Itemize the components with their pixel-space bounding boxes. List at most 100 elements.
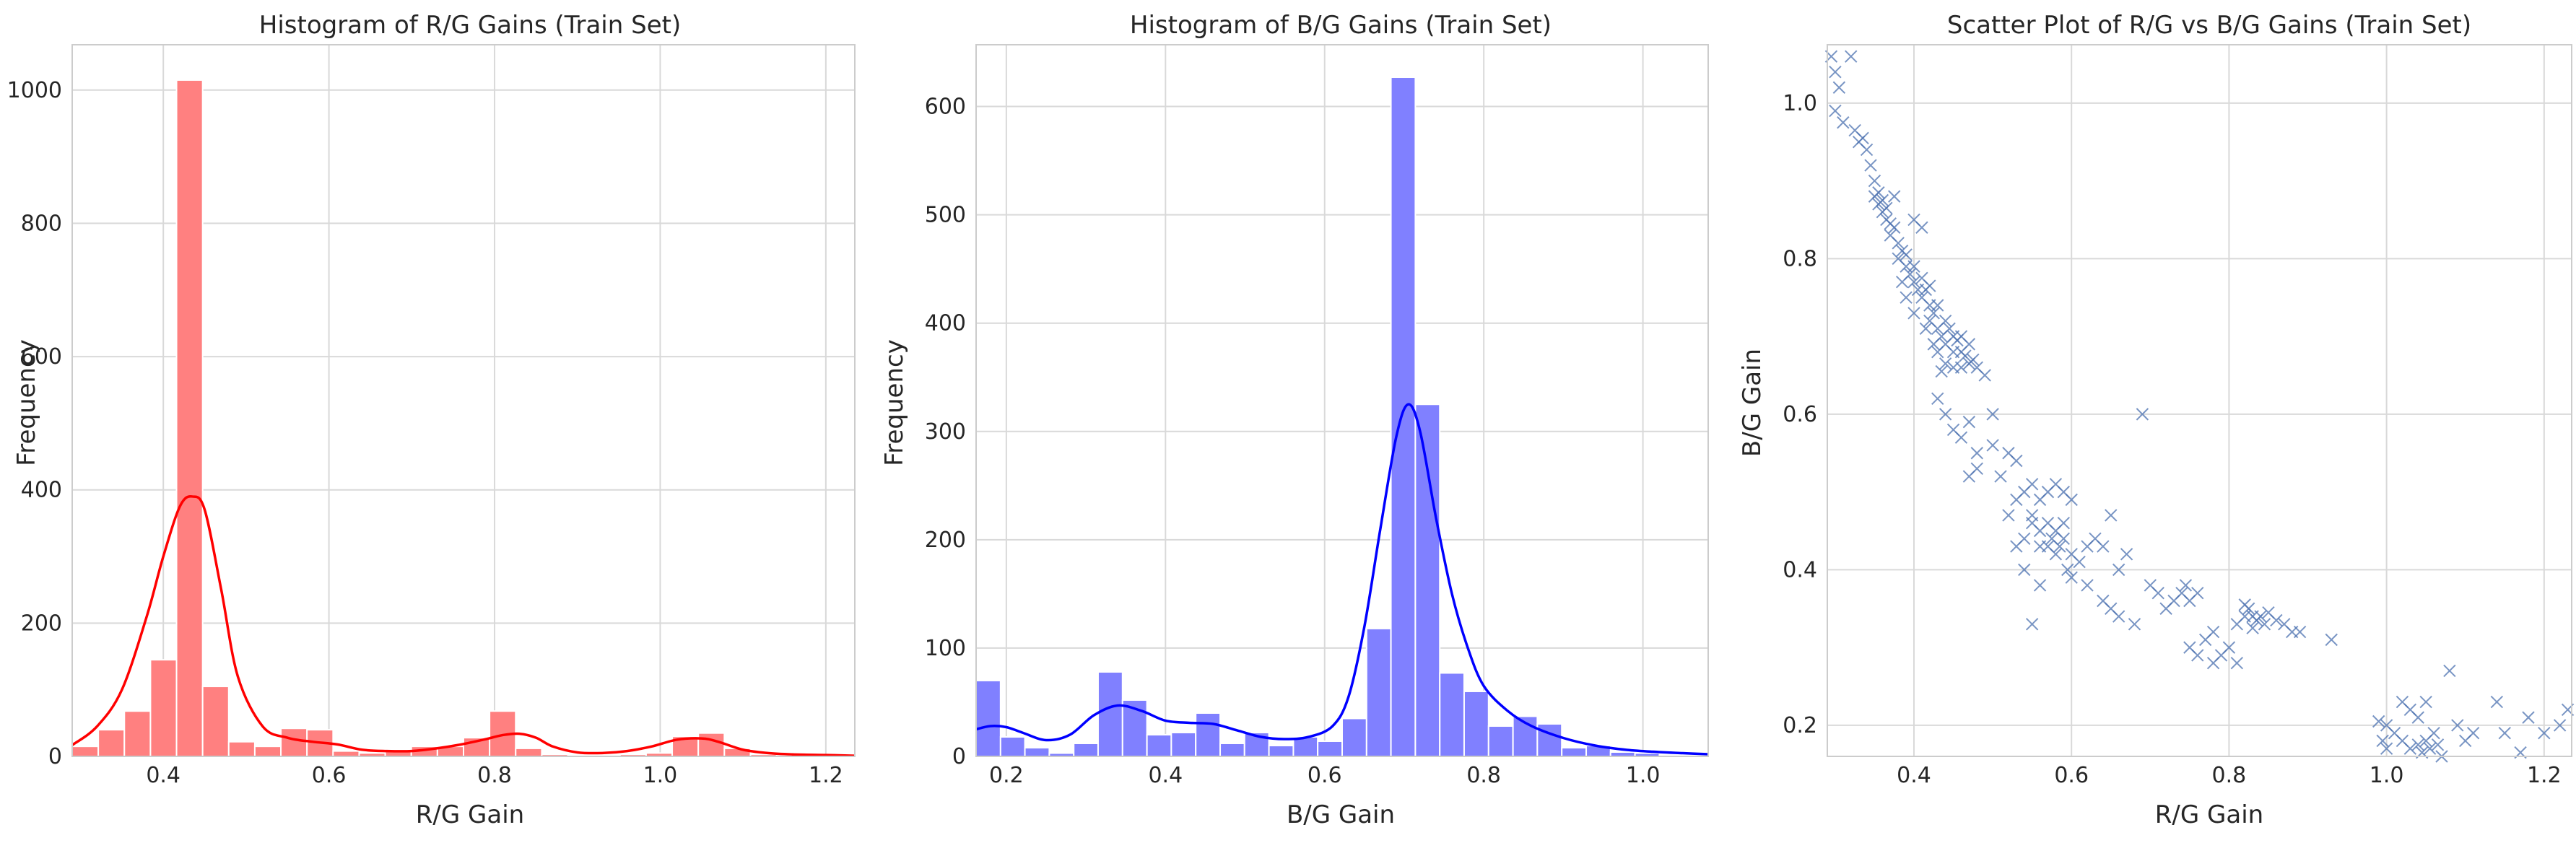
scatter-point	[1994, 470, 2007, 483]
histogram-bar	[515, 747, 543, 758]
scatter-point	[1864, 159, 1877, 172]
panel-bg-histogram: Histogram of B/G Gains (Train Set) 0.2 0.…	[880, 11, 1710, 829]
scatter-point	[2538, 726, 2551, 740]
scatter-point	[2033, 579, 2047, 592]
scatter-point	[2081, 579, 2094, 592]
scatter-point	[2427, 726, 2440, 740]
scatter-point	[1927, 307, 1940, 320]
y-axis-label: Frequency	[12, 339, 41, 466]
x-tick-label: 1.0	[2370, 763, 2404, 788]
scatter-point	[2128, 618, 2141, 631]
histogram-bar	[149, 659, 178, 757]
scatter-point	[1986, 439, 1999, 452]
x-tick-label: 0.4	[146, 763, 180, 788]
scatter-point	[2105, 509, 2118, 522]
x-tick-label: 1.0	[643, 763, 678, 788]
histogram-bar	[1536, 722, 1563, 758]
axes-frame	[71, 44, 856, 757]
bars	[975, 77, 1710, 758]
scatter-point	[2376, 734, 2389, 748]
x-tick-label: 1.0	[1626, 763, 1661, 788]
histogram-bar	[1219, 742, 1245, 757]
scatter-point	[1845, 50, 1858, 63]
y-tick-label: 0.2	[1783, 713, 1817, 738]
y-tick-label: 400	[925, 311, 966, 336]
scatter-point	[2206, 625, 2220, 639]
y-tick-label: 600	[21, 344, 62, 370]
scatter-point	[2112, 563, 2125, 577]
scatter-point	[1919, 322, 1933, 336]
histogram-bar	[97, 729, 126, 758]
scatter-point	[2423, 742, 2437, 755]
scatter-point	[2057, 532, 2071, 545]
scatter-point	[2270, 613, 2283, 627]
scatter-point	[2112, 610, 2125, 623]
scatter-point	[1946, 361, 1960, 374]
scatter-point	[1935, 364, 1948, 378]
scatter-point	[2222, 641, 2236, 654]
scatter-point	[1868, 174, 1881, 188]
scatter-point	[1907, 307, 1920, 320]
histogram-bar	[201, 686, 230, 757]
scatter-point	[2246, 621, 2259, 634]
scatter-point	[2151, 586, 2164, 600]
histogram-bar	[999, 735, 1026, 758]
scatter-point	[1837, 116, 1850, 129]
scatter-point	[2191, 586, 2204, 600]
scatter-point	[1856, 131, 1869, 145]
scatter-point	[2025, 509, 2039, 522]
histogram-bar	[280, 728, 308, 758]
histogram-bar	[332, 750, 360, 758]
y-tick-label: 500	[925, 203, 966, 228]
scatter-point	[2136, 408, 2149, 421]
scatter-point	[2097, 540, 2110, 553]
x-tick-label: 0.4	[1148, 763, 1183, 788]
scatter-point	[1962, 415, 1976, 429]
x-tick-label: 0.8	[2212, 763, 2247, 788]
kde-curve	[71, 495, 856, 757]
scatter-point	[2498, 726, 2511, 740]
panel-scatter: Scatter Plot of R/G vs B/G Gains (Train …	[1738, 11, 2575, 829]
histogram-bar	[1268, 744, 1294, 758]
scatter-point	[1927, 338, 1940, 351]
histogram-bar	[697, 732, 726, 757]
scatter-points	[1824, 50, 2575, 763]
histogram-bar	[1073, 742, 1099, 757]
histogram-bar	[1341, 717, 1367, 758]
scatter-point	[2025, 478, 2039, 491]
scatter-point	[1970, 462, 1983, 475]
scatter-point	[1832, 81, 1846, 94]
x-tick-label: 0.6	[2054, 763, 2089, 788]
scatter-point	[1895, 275, 1909, 289]
scatter-point	[1880, 201, 1893, 215]
histogram-bar	[1170, 731, 1197, 758]
histogram-bar	[1390, 77, 1417, 758]
scatter-point	[1978, 369, 1991, 382]
scatter-point	[2254, 610, 2267, 623]
scatter-point	[1872, 186, 1885, 199]
scatter-point	[2065, 493, 2078, 507]
scatter-point	[2325, 633, 2338, 647]
y-tick-label: 0	[952, 744, 966, 769]
scatter-point	[1900, 248, 1913, 261]
histogram-bar	[1317, 740, 1343, 758]
scatter-point	[1986, 408, 1999, 421]
scatter-point	[2065, 571, 2078, 584]
scatter-point	[1915, 221, 1928, 234]
scatter-point	[2522, 711, 2535, 724]
scatter-point	[1959, 349, 1972, 362]
y-tick-label: 0.8	[1783, 246, 1817, 271]
scatter-point	[1888, 190, 1901, 203]
scatter-point	[2403, 742, 2417, 755]
scatter-point	[1931, 345, 1944, 359]
scatter-point	[2049, 548, 2063, 561]
tick-labels: 0.4 0.6 0.8 1.0 1.2 0 200 400 600 800 1000	[7, 78, 843, 788]
scatter-point	[1876, 193, 1889, 207]
y-tick-label: 0.6	[1783, 402, 1817, 427]
scatter-point	[1938, 408, 1952, 421]
scatter-point	[2431, 738, 2445, 751]
x-axis-label: R/G Gain	[416, 800, 524, 829]
y-tick-label: 400	[21, 478, 62, 503]
scatter-point	[2230, 656, 2244, 670]
